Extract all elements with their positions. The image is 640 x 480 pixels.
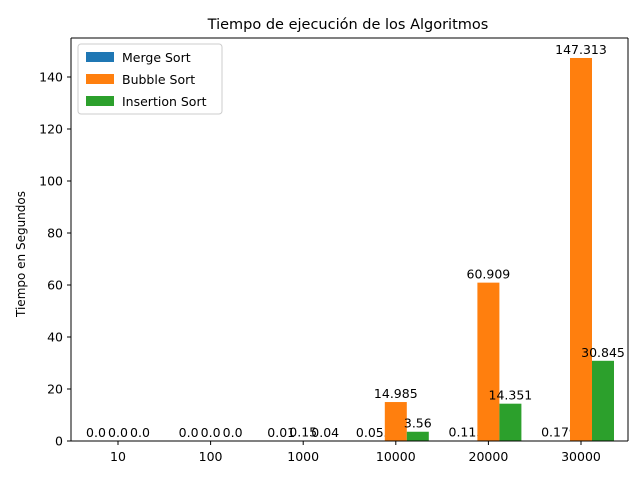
data-label: 0.15 <box>289 425 317 440</box>
data-label: 0.0 <box>201 425 221 440</box>
y-tick-label: 60 <box>47 278 63 293</box>
legend-label: Insertion Sort <box>122 94 207 109</box>
legend-swatch <box>86 52 114 62</box>
legend: Merge Sort Bubble Sort Insertion Sort <box>77 43 223 115</box>
legend-label: Merge Sort <box>122 50 191 65</box>
data-label: 0.0 <box>179 425 199 440</box>
data-label: 14.351 <box>489 388 533 403</box>
legend-label: Bubble Sort <box>122 72 195 87</box>
x-tick-label: 10000 <box>376 449 416 464</box>
data-label: 0.0 <box>223 425 243 440</box>
bar <box>406 431 429 441</box>
bar <box>477 282 500 441</box>
x-tick-label: 100 <box>199 449 223 464</box>
data-label: 0.0 <box>86 425 106 440</box>
data-label: 60.909 <box>467 267 511 282</box>
x-tick-label: 10 <box>110 449 126 464</box>
y-tick-label: 80 <box>47 226 63 241</box>
y-tick-label: 0 <box>55 434 63 449</box>
y-tick-label: 40 <box>47 330 63 345</box>
data-label: 3.56 <box>404 416 432 431</box>
data-label: 0.01 <box>267 425 295 440</box>
data-label: 147.313 <box>555 42 607 57</box>
x-tick-label: 20000 <box>469 449 509 464</box>
data-label: 0.115 <box>449 425 485 440</box>
data-label: 0.0 <box>108 425 128 440</box>
chart-title: Tiempo de ejecución de los Algoritmos <box>207 17 489 33</box>
bar <box>499 403 522 441</box>
bar <box>570 57 592 442</box>
x-tick-label: 1000 <box>287 449 319 464</box>
data-label: 0.179 <box>541 425 577 440</box>
y-tick-label: 20 <box>47 382 63 397</box>
data-label: 0.0 <box>130 425 150 440</box>
y-tick-label: 120 <box>39 122 63 137</box>
legend-swatch <box>86 96 114 106</box>
legend-swatch <box>86 74 114 84</box>
data-label: 0.04 <box>311 425 339 440</box>
y-tick-label: 140 <box>39 70 63 85</box>
bar <box>384 402 407 441</box>
x-tick-label: 30000 <box>561 449 601 464</box>
data-label: 14.985 <box>374 386 418 401</box>
y-axis-label: Tiempo en Segundos <box>14 191 28 318</box>
bar <box>592 360 614 441</box>
y-tick-label: 100 <box>39 174 63 189</box>
data-label: 30.845 <box>581 345 625 360</box>
data-label: 0.055 <box>356 425 392 440</box>
